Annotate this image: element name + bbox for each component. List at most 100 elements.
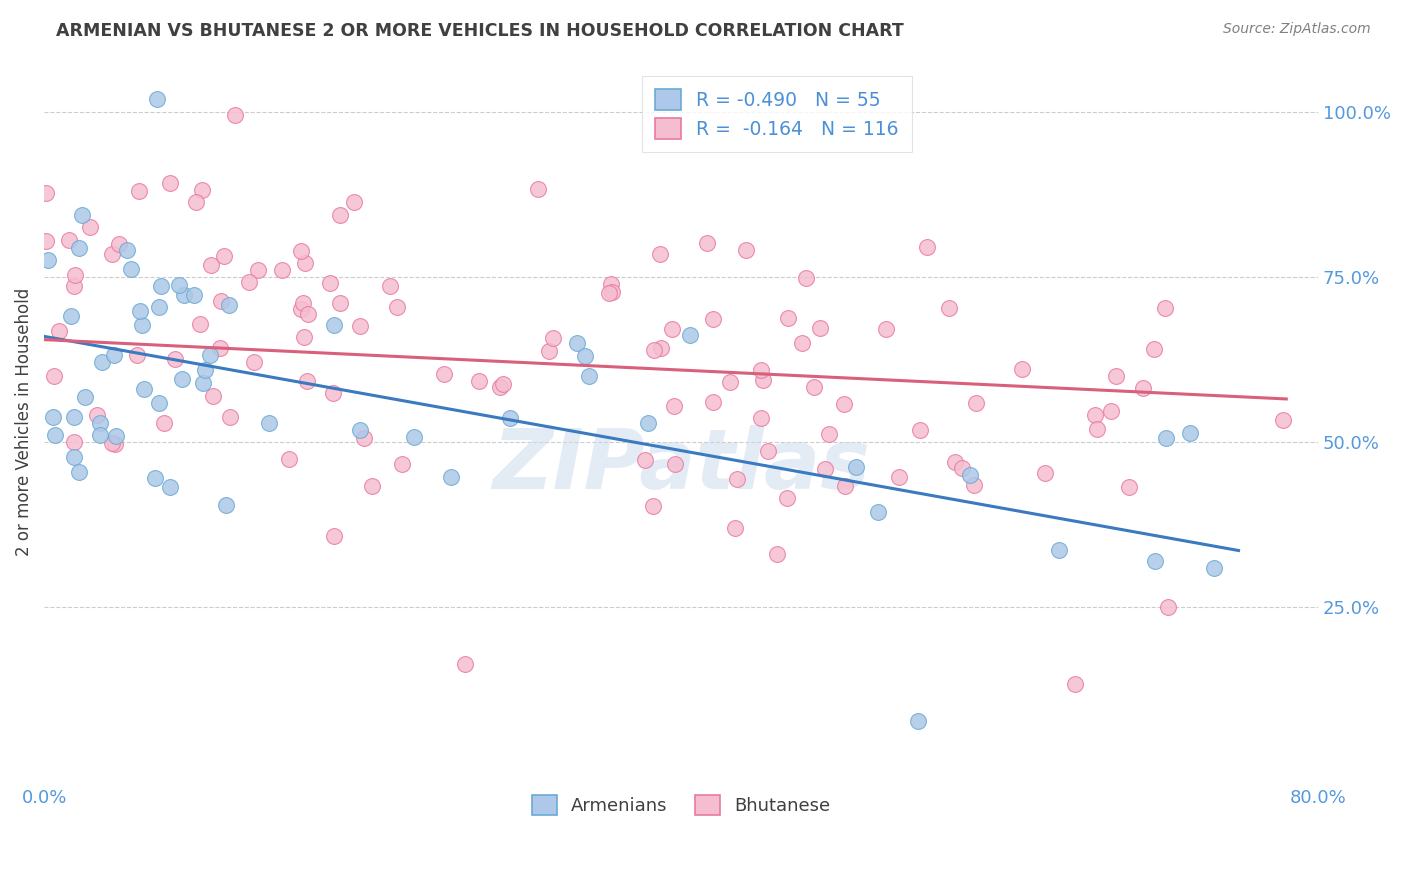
Point: [565, 335, 588, 350]
Point: [329, 208, 352, 222]
Point: [433, 368, 456, 382]
Point: [963, 478, 986, 492]
Text: ZIPatlas: ZIPatlas: [492, 425, 870, 506]
Point: [59, 309, 82, 323]
Point: [271, 263, 294, 277]
Point: [72, 208, 94, 222]
Point: [1087, 422, 1109, 436]
Point: [778, 311, 800, 326]
Point: [159, 176, 181, 190]
Point: [845, 459, 868, 474]
Point: [751, 373, 773, 387]
Point: [468, 375, 491, 389]
Point: [215, 498, 238, 512]
Point: [120, 261, 142, 276]
Point: [360, 478, 382, 492]
Point: [224, 108, 246, 122]
Point: [134, 383, 156, 397]
Point: [209, 293, 232, 308]
Point: [492, 377, 515, 392]
Point: [1105, 369, 1128, 384]
Point: [679, 327, 702, 342]
Point: [159, 480, 181, 494]
Point: [1272, 413, 1295, 427]
Point: [183, 288, 205, 302]
Point: [1153, 301, 1175, 315]
Point: [89, 428, 111, 442]
Point: [131, 318, 153, 332]
Point: [1180, 425, 1202, 440]
Point: [489, 380, 512, 394]
Point: [153, 417, 176, 431]
Point: [148, 300, 170, 314]
Point: [1063, 677, 1085, 691]
Point: [278, 451, 301, 466]
Point: [907, 714, 929, 728]
Point: [242, 355, 264, 369]
Point: [637, 416, 659, 430]
Point: [292, 329, 315, 343]
Point: [35, 186, 58, 200]
Point: [808, 321, 831, 335]
Legend: Armenians, Bhutanese: Armenians, Bhutanese: [520, 785, 842, 826]
Point: [766, 547, 789, 561]
Point: [319, 276, 342, 290]
Point: [834, 397, 856, 411]
Point: [86, 408, 108, 422]
Point: [718, 375, 741, 389]
Point: [194, 363, 217, 377]
Point: [219, 410, 242, 425]
Point: [943, 455, 966, 469]
Point: [1143, 343, 1166, 357]
Point: [661, 322, 683, 336]
Point: [598, 286, 620, 301]
Point: [378, 278, 401, 293]
Point: [950, 460, 973, 475]
Point: [129, 303, 152, 318]
Point: [200, 258, 222, 272]
Point: [63, 268, 86, 282]
Point: [749, 410, 772, 425]
Point: [150, 278, 173, 293]
Point: [803, 380, 825, 394]
Point: [775, 491, 797, 505]
Point: [169, 277, 191, 292]
Point: [214, 249, 236, 263]
Point: [965, 396, 987, 410]
Point: [749, 363, 772, 377]
Point: [91, 355, 114, 369]
Point: [247, 262, 270, 277]
Point: [1011, 362, 1033, 376]
Point: [1157, 599, 1180, 614]
Point: [35, 234, 58, 248]
Point: [37, 253, 59, 268]
Point: [323, 529, 346, 543]
Point: [67, 242, 90, 256]
Point: [329, 296, 352, 310]
Point: [193, 376, 215, 390]
Point: [574, 349, 596, 363]
Point: [814, 462, 837, 476]
Point: [297, 307, 319, 321]
Point: [100, 436, 122, 450]
Point: [63, 410, 86, 425]
Y-axis label: 2 or more Vehicles in Household: 2 or more Vehicles in Household: [15, 288, 32, 556]
Point: [295, 375, 318, 389]
Point: [103, 348, 125, 362]
Point: [578, 369, 600, 384]
Text: ARMENIAN VS BHUTANESE 2 OR MORE VEHICLES IN HOUSEHOLD CORRELATION CHART: ARMENIAN VS BHUTANESE 2 OR MORE VEHICLES…: [56, 22, 904, 40]
Text: Source: ZipAtlas.com: Source: ZipAtlas.com: [1223, 22, 1371, 37]
Point: [128, 184, 150, 198]
Point: [127, 348, 149, 362]
Point: [543, 330, 565, 344]
Point: [323, 318, 346, 332]
Point: [63, 450, 86, 464]
Point: [353, 431, 375, 445]
Point: [100, 247, 122, 261]
Point: [887, 470, 910, 484]
Point: [696, 236, 718, 251]
Point: [1143, 553, 1166, 567]
Point: [1084, 408, 1107, 422]
Point: [817, 427, 839, 442]
Point: [190, 183, 212, 197]
